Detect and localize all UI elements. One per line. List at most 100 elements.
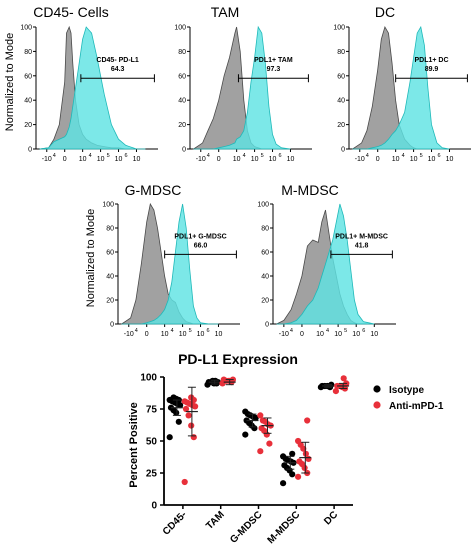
x-tick-label: -10: [42, 156, 52, 163]
pdl1-histogram: [39, 26, 146, 150]
pdl1-histogram: [121, 203, 219, 325]
y-tick-label: 0: [151, 501, 157, 512]
x-tick-label: 0: [300, 331, 304, 338]
x-tick-exponent: 6: [362, 328, 365, 334]
x-tick-label: 10: [370, 331, 378, 338]
x-tick-label: 10: [97, 156, 105, 163]
data-point: [302, 450, 309, 457]
x-tick-exponent: 4: [290, 328, 293, 334]
legend: Isotype Anti-mPD-1: [373, 385, 444, 412]
y-tick-label: 100: [257, 202, 269, 209]
data-point: [242, 431, 249, 438]
y-tick-label: 100: [140, 373, 157, 384]
y-axis-label: Normalized to Mode: [4, 33, 16, 131]
gate-value: 97.3: [267, 66, 281, 73]
x-tick-label: 10: [334, 331, 342, 338]
y-axis-label: Percent Positive: [128, 402, 140, 488]
y-tick-label: 40: [106, 274, 114, 281]
x-tick-label: 10: [287, 156, 295, 163]
y-tick-label: 40: [24, 98, 32, 105]
gate-value: 41.8: [355, 242, 369, 249]
x-tick-exponent: 4: [135, 328, 138, 334]
data-point: [289, 450, 296, 457]
dotplot-pdl1-expression: PD-L1 Expression Percent Positive 0 25 50 7…: [128, 351, 444, 546]
x-tick-label: M-MDSC: [266, 509, 303, 546]
data-point: [257, 412, 264, 419]
x-tick-label: 0: [217, 156, 221, 163]
x-tick-exponent: 4: [207, 153, 210, 159]
x-tick-label: -10: [124, 331, 134, 338]
x-tick-exponent: 5: [420, 153, 423, 159]
data-point: [295, 437, 302, 445]
x-tick-label: DC: [322, 509, 340, 527]
x-tick-label: 10: [115, 156, 123, 163]
x-tick-label: 0: [376, 156, 380, 163]
legend-label-antipd1: Anti-mPD-1: [389, 401, 444, 412]
y-tick-label: 20: [337, 122, 345, 129]
x-tick-label: -10: [279, 331, 289, 338]
data-point: [185, 412, 192, 419]
x-tick-label: -10: [196, 156, 206, 163]
y-tick-label: 80: [106, 226, 114, 233]
data-point: [340, 375, 347, 382]
panel-title: DC: [375, 4, 395, 20]
x-tick-label: 10: [269, 156, 277, 163]
panel-title: TAM: [211, 4, 240, 20]
y-tick-label: 20: [178, 122, 186, 129]
x-tick-label: 10: [446, 156, 454, 163]
y-tick-label: 20: [261, 298, 269, 305]
x-tick-exponent: 6: [125, 153, 128, 159]
y-tick-label: 0: [341, 147, 345, 154]
x-tick-exponent: 6: [207, 328, 210, 334]
data-point: [175, 418, 182, 425]
x-tick-label: G-MDSC: [228, 509, 264, 545]
data-point: [266, 440, 273, 447]
x-tick-label: 0: [145, 331, 149, 338]
x-tick-exponent: 4: [366, 153, 369, 159]
data-point: [188, 422, 195, 429]
data-point: [220, 376, 227, 383]
y-tick-label: 0: [28, 147, 32, 154]
x-tick-label: 10: [79, 156, 87, 163]
y-axis-label: Normalized to Mode: [85, 209, 97, 307]
x-tick-label: 10: [179, 331, 187, 338]
data-point: [166, 434, 173, 441]
y-tick-label: 25: [146, 469, 158, 480]
x-tick-label: 10: [352, 331, 360, 338]
data-point: [242, 408, 249, 415]
data-point: [304, 417, 311, 424]
data-point: [332, 388, 339, 395]
data-point: [281, 462, 288, 469]
y-tick-label: 100: [102, 202, 114, 209]
y-tick-label: 0: [265, 322, 269, 329]
x-tick-label: 10: [392, 156, 400, 163]
gate-label: PDL1+ G-MDSC: [174, 233, 226, 240]
y-tick-label: 80: [261, 226, 269, 233]
y-tick-label: 20: [106, 298, 114, 305]
gate-value: 66.0: [194, 242, 208, 249]
data-point: [181, 398, 188, 405]
x-tick-exponent: 4: [171, 328, 174, 334]
data-point: [280, 480, 287, 487]
x-tick-exponent: 5: [261, 153, 264, 159]
y-tick-label: 20: [24, 122, 32, 129]
gate-value: 64.3: [111, 66, 125, 73]
panel-title: M-MDSC: [281, 182, 339, 198]
data-point: [181, 478, 188, 486]
y-tick-label: 60: [106, 250, 114, 257]
pdl1-histogram: [193, 25, 291, 150]
gate-label: PDL1+ DC: [415, 57, 449, 64]
panel-title: G-MDSC: [125, 182, 182, 198]
x-tick-label: 0: [63, 156, 67, 163]
data-point: [258, 425, 265, 432]
y-tick-label: 40: [337, 98, 345, 105]
x-tick-exponent: 6: [279, 153, 282, 159]
histogram-cd45: CD45- Cells Normalized to Mode 020406080…: [4, 4, 158, 163]
x-tick-label: 10: [197, 331, 205, 338]
x-tick-label: TAM: [204, 509, 227, 532]
